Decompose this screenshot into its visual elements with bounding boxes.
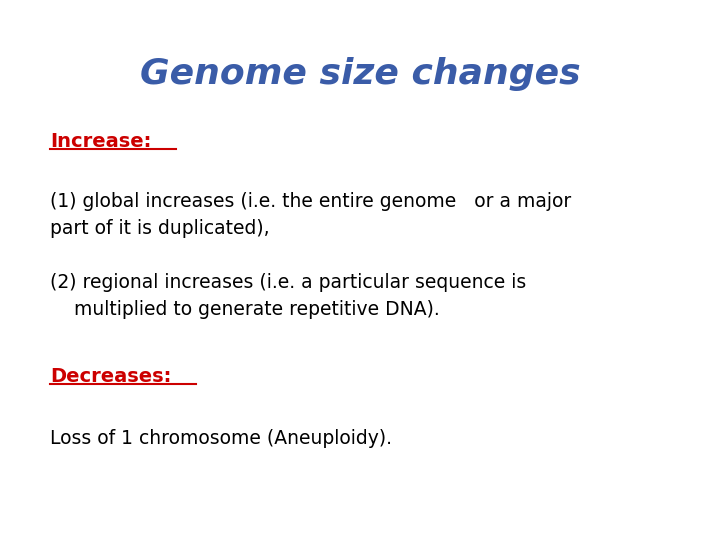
Text: Decreases:: Decreases: (50, 367, 172, 386)
Text: (1) global increases (i.e. the entire genome   or a major
part of it is duplicat: (1) global increases (i.e. the entire ge… (50, 192, 572, 238)
Text: Genome size changes: Genome size changes (140, 57, 580, 91)
Text: Loss of 1 chromosome (Aneuploidy).: Loss of 1 chromosome (Aneuploidy). (50, 429, 392, 448)
Text: Increase:: Increase: (50, 132, 152, 151)
Text: (2) regional increases (i.e. a particular sequence is
    multiplied to generate: (2) regional increases (i.e. a particula… (50, 273, 526, 319)
